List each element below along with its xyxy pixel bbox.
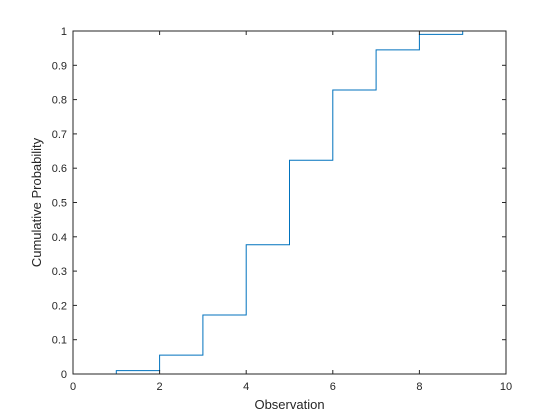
x-tick-label: 6 — [330, 381, 336, 393]
cdf-stair-line-0 — [73, 30, 506, 375]
y-tick-label: 0.8 — [52, 95, 67, 107]
y-tick-label: 0.4 — [52, 232, 67, 244]
y-tick-label: 0.6 — [52, 163, 67, 175]
x-axis-label: Observation — [254, 397, 324, 412]
y-tick-label: 0.7 — [52, 129, 67, 141]
y-tick-label: 0.2 — [52, 300, 67, 312]
x-tick-label: 4 — [243, 381, 249, 393]
y-tick-label: 0.9 — [52, 60, 67, 72]
y-tick-label: 0 — [61, 369, 67, 381]
y-axis-label: Cumulative Probability — [29, 137, 44, 267]
x-tick-label: 8 — [416, 381, 422, 393]
y-tick-label: 0.3 — [52, 266, 67, 278]
x-tick-label: 2 — [157, 381, 163, 393]
y-tick-label: 1 — [61, 26, 67, 38]
y-tick-label: 0.1 — [52, 335, 67, 347]
x-tick-label: 0 — [70, 381, 76, 393]
x-tick-label: 10 — [500, 381, 512, 393]
y-tick-label: 0.5 — [52, 198, 67, 210]
